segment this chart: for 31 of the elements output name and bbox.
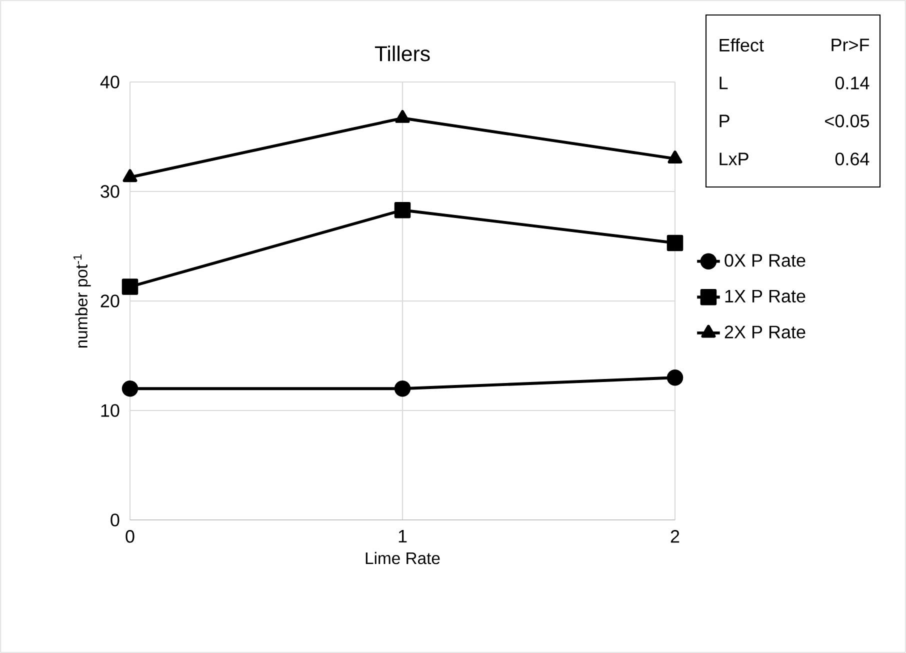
x-tick-label: 0 — [126, 530, 134, 543]
x-axis-title: Lime Rate — [366, 552, 440, 564]
y-axis-title: number pot$^{-1}$ — [73, 254, 91, 348]
text: Pr>F — [832, 38, 870, 52]
y-tick-label: 10 — [101, 404, 120, 417]
point — [122, 169, 138, 182]
y-tick-label: 40 — [100, 76, 120, 88]
legend-label: 0X P Rate — [724, 254, 806, 267]
x-tick-label: 2 — [670, 530, 680, 543]
chart-title: Tillers — [374, 46, 430, 62]
y-tick-label: 20 — [100, 294, 120, 308]
point — [394, 380, 411, 397]
text: <0.05 — [825, 114, 869, 128]
text: 0.64 — [835, 152, 870, 166]
y-tick-label: 30 — [100, 185, 120, 198]
point — [668, 150, 682, 164]
text: L — [720, 76, 728, 90]
x-tick-label: 1 — [398, 530, 407, 542]
point — [666, 370, 684, 386]
text: LxP — [720, 152, 748, 166]
text: 0.14 — [835, 76, 870, 90]
text: Effect — [720, 38, 764, 52]
point — [395, 110, 410, 123]
text: P — [720, 114, 730, 128]
point — [122, 278, 138, 295]
point — [122, 380, 138, 397]
point — [666, 234, 684, 252]
point — [394, 202, 411, 218]
y-tick-label: 0 — [110, 514, 120, 526]
legend-label: 2X P Rate — [724, 326, 806, 338]
legend-label: 1X P Rate — [725, 290, 806, 302]
